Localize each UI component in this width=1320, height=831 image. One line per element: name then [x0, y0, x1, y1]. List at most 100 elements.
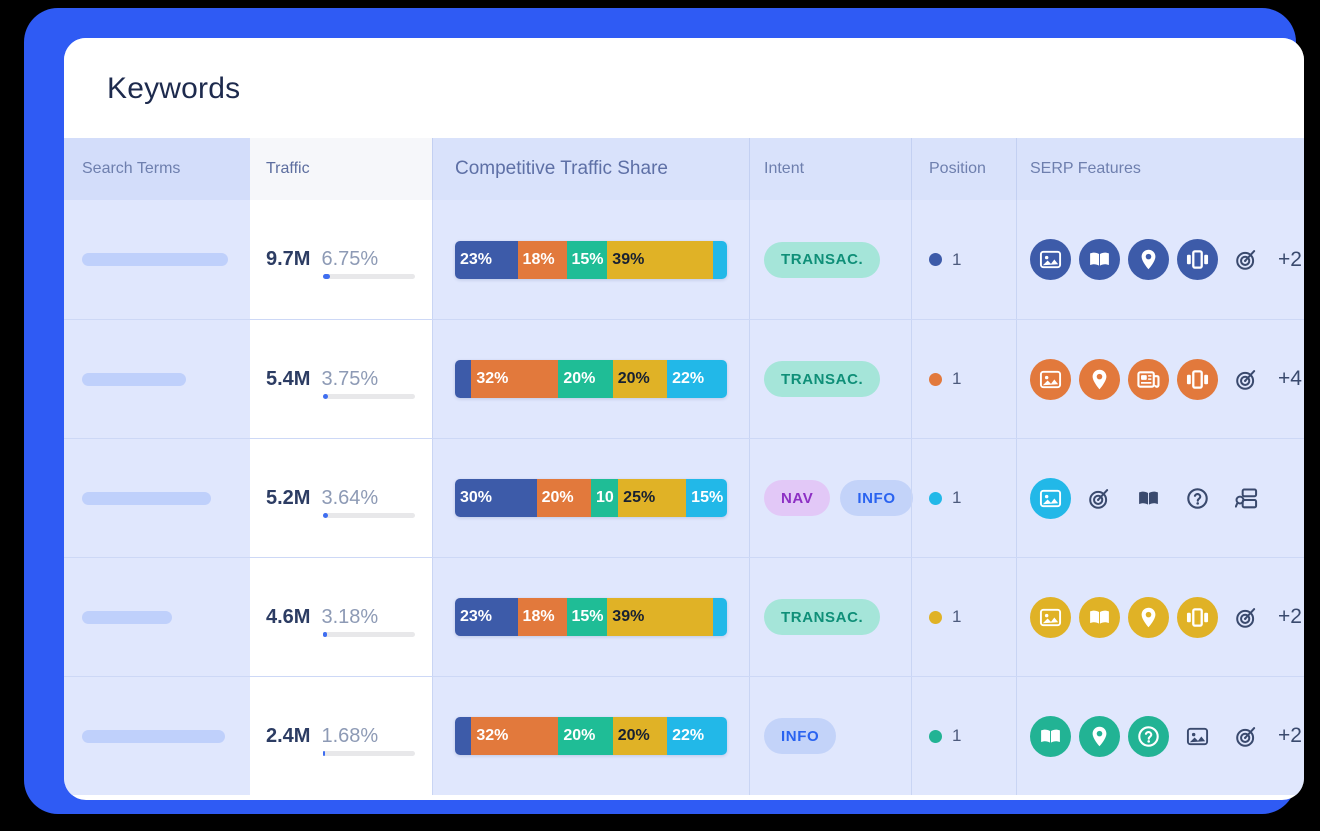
share-segment: 22% [667, 360, 727, 398]
cell-traffic: 9.7M 6.75% [250, 200, 432, 319]
book-icon[interactable] [1128, 478, 1169, 519]
cell-competitive-traffic-share: 32% 20% 20% 22% [432, 677, 749, 795]
cell-search-term[interactable] [64, 320, 250, 438]
column-divider [1016, 677, 1017, 795]
cell-competitive-traffic-share: 23% 18% 15% 39% [432, 200, 749, 319]
column-header-serp-features[interactable]: SERP Features [1016, 138, 1304, 200]
stacked-share-bar: 32% 20% 20% 22% [455, 717, 727, 755]
search-term-placeholder [82, 610, 172, 624]
carousel-icon[interactable] [1177, 358, 1218, 400]
cell-intent: INFO [749, 677, 911, 795]
column-divider [1016, 200, 1017, 319]
column-divider [911, 677, 912, 795]
carousel-icon[interactable] [1177, 239, 1218, 280]
book-icon[interactable] [1079, 596, 1120, 638]
column-divider [749, 558, 750, 676]
table-row[interactable]: 2.4M 1.68% 32% 20% 20% 22% INFO 1 +2 [64, 676, 1304, 795]
image-icon[interactable] [1177, 716, 1218, 757]
share-segment: 20% [558, 360, 613, 398]
column-divider [911, 200, 912, 319]
table-row[interactable]: 5.4M 3.75% 32% 20% 20% 22% TRANSAC. 1 +4 [64, 319, 1304, 438]
card-header: Keywords [64, 38, 1304, 138]
serp-more-count[interactable]: +2 [1278, 724, 1302, 747]
target-icon[interactable] [1226, 359, 1267, 400]
intent-badge[interactable]: TRANSAC. [764, 361, 881, 397]
table-row[interactable]: 5.2M 3.64% 30% 20% 10 25% 15% NAV INFO 1 [64, 438, 1304, 557]
search-term-placeholder [82, 491, 211, 505]
column-divider [432, 439, 433, 557]
map-pin-icon[interactable] [1128, 596, 1169, 638]
image-icon[interactable] [1030, 596, 1071, 638]
image-icon[interactable] [1030, 239, 1071, 280]
target-icon[interactable] [1226, 597, 1267, 638]
search-term-placeholder [82, 253, 228, 266]
intent-badge[interactable]: NAV [764, 480, 831, 516]
cell-serp-features: +4 [1016, 320, 1304, 438]
column-divider [911, 558, 912, 676]
table-row[interactable]: 4.6M 3.18% 23% 18% 15% 39% TRANSAC. 1 +2 [64, 557, 1304, 676]
target-icon[interactable] [1226, 716, 1267, 757]
table-row[interactable]: 9.7M 6.75% 23% 18% 15% 39% TRANSAC. 1 +2 [64, 200, 1304, 319]
column-header-intent[interactable]: Intent [749, 138, 911, 200]
intent-badge[interactable]: TRANSAC. [764, 599, 881, 635]
image-icon[interactable] [1030, 477, 1071, 519]
position-dot [929, 253, 942, 266]
target-icon[interactable] [1079, 478, 1120, 519]
question-icon[interactable] [1177, 478, 1218, 519]
traffic-progress-bar [323, 750, 416, 756]
intent-badge[interactable]: INFO [840, 480, 913, 516]
serp-more-count[interactable]: +2 [1278, 247, 1302, 271]
book-icon[interactable] [1030, 715, 1071, 757]
book-icon[interactable] [1079, 239, 1120, 280]
cell-search-term[interactable] [64, 439, 250, 557]
column-divider [911, 138, 912, 200]
traffic-progress-bar [323, 631, 416, 637]
share-segment [455, 717, 472, 755]
column-divider [1016, 138, 1017, 200]
map-pin-icon[interactable] [1128, 239, 1169, 280]
image-icon[interactable] [1030, 358, 1071, 400]
share-segment: 32% [471, 360, 559, 398]
cell-intent: TRANSAC. [749, 200, 911, 319]
traffic-value: 4.6M [266, 605, 311, 628]
column-header-search-terms[interactable]: Search Terms [64, 138, 250, 200]
column-divider [1016, 558, 1017, 676]
share-segment [713, 598, 727, 636]
traffic-percent: 3.64% [321, 486, 379, 509]
column-header-position[interactable]: Position [911, 138, 1016, 200]
carousel-icon[interactable] [1177, 596, 1218, 638]
share-segment: 20% [612, 360, 668, 398]
cell-search-term[interactable] [64, 200, 250, 319]
column-divider [749, 138, 750, 200]
column-header-competitive-traffic-share[interactable]: Competitive Traffic Share [432, 138, 749, 200]
cell-search-term[interactable] [64, 558, 250, 676]
column-header-label: Intent [764, 160, 805, 177]
keywords-table: Search Terms Traffic Competitive Traffic… [64, 138, 1304, 795]
cell-position: 1 [911, 558, 1016, 676]
serp-more-count[interactable]: +4 [1278, 367, 1302, 390]
cell-search-term[interactable] [64, 677, 250, 795]
cell-traffic: 2.4M 1.68% [250, 677, 432, 795]
stacked-share-bar: 23% 18% 15% 39% [455, 598, 727, 636]
intent-badge[interactable]: TRANSAC. [764, 241, 881, 278]
header-traffic-backdrop [250, 38, 432, 138]
sitelinks-search-icon[interactable] [1226, 478, 1267, 519]
map-pin-icon[interactable] [1079, 715, 1120, 757]
news-icon[interactable] [1128, 358, 1169, 400]
target-icon[interactable] [1226, 239, 1267, 280]
intent-badge[interactable]: INFO [764, 718, 837, 754]
map-pin-icon[interactable] [1079, 358, 1120, 400]
column-header-traffic[interactable]: Traffic [250, 138, 432, 200]
traffic-percent: 6.75% [321, 248, 379, 270]
column-divider [749, 677, 750, 795]
table-body: 9.7M 6.75% 23% 18% 15% 39% TRANSAC. 1 +2 5.4M 3.75… [64, 200, 1304, 795]
column-divider [911, 439, 912, 557]
cell-position: 1 [911, 677, 1016, 795]
traffic-progress-bar [323, 393, 416, 399]
question-icon[interactable] [1128, 715, 1169, 757]
blue-frame: Keywords Search Terms Traffic Competitiv… [24, 8, 1304, 814]
serp-more-count[interactable]: +2 [1278, 605, 1302, 628]
position-value: 1 [952, 726, 962, 745]
cell-position: 1 [911, 320, 1016, 438]
cell-traffic: 5.4M 3.75% [250, 320, 432, 438]
